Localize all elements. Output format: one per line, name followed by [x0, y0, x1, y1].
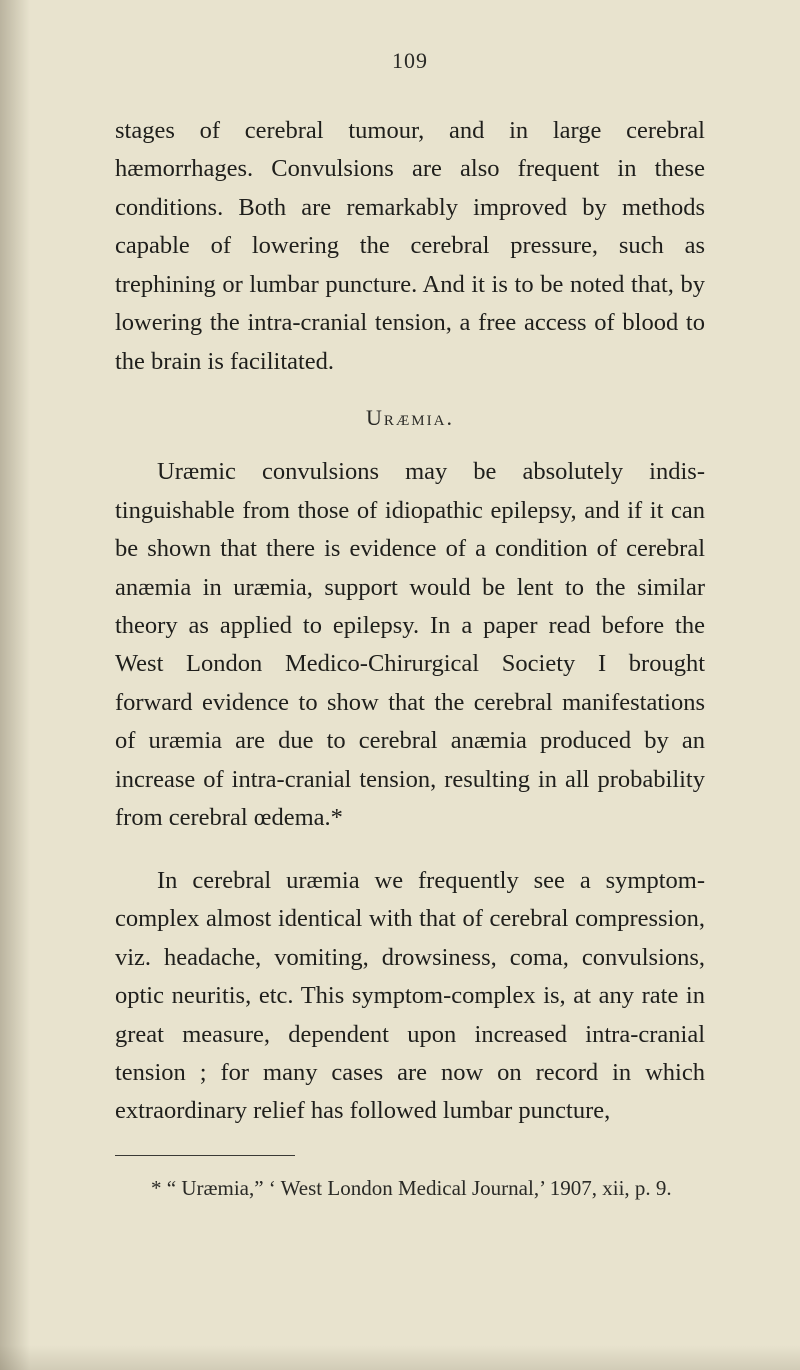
footnote: * “ Uræmia,” ‘ West London Medical Journ… — [115, 1170, 705, 1207]
section-heading: Uræmia. — [115, 405, 705, 431]
footnote-rule — [115, 1155, 295, 1156]
page-container: 109 stages of cerebral tumour, and in la… — [0, 0, 800, 1257]
page-number: 109 — [115, 48, 705, 74]
paragraph-1: stages of cerebral tumour, and in large … — [115, 112, 705, 381]
paragraph-3: In cerebral uræmia we frequently see a s… — [115, 862, 705, 1131]
paragraph-2: Uræmic convulsions may be absolutely ind… — [115, 453, 705, 838]
page-shadow-bottom — [0, 1345, 800, 1370]
